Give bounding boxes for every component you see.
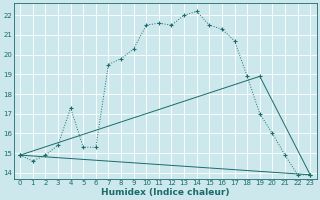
X-axis label: Humidex (Indice chaleur): Humidex (Indice chaleur) [101,188,229,197]
